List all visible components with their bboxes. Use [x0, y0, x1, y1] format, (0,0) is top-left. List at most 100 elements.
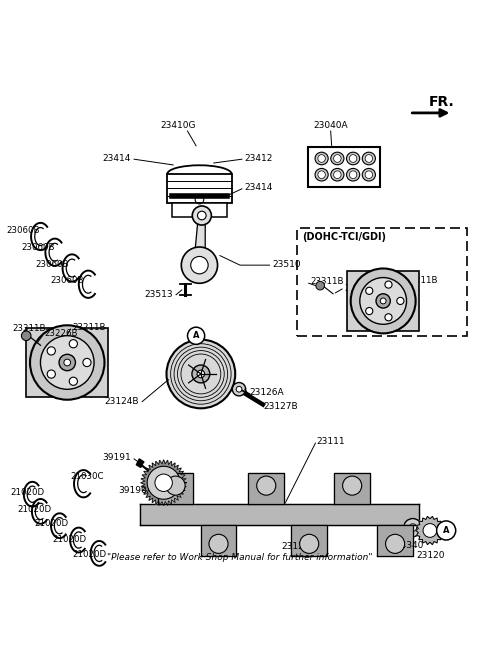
Text: FR.: FR.: [429, 95, 454, 109]
Ellipse shape: [349, 171, 357, 179]
Polygon shape: [141, 460, 187, 506]
Text: 23414: 23414: [103, 154, 131, 163]
Polygon shape: [140, 504, 419, 525]
Polygon shape: [194, 215, 205, 265]
Circle shape: [360, 277, 407, 324]
Text: 23226B: 23226B: [344, 283, 378, 293]
Polygon shape: [201, 525, 237, 556]
Text: 23060B: 23060B: [6, 226, 40, 235]
Ellipse shape: [362, 152, 375, 165]
Circle shape: [236, 387, 242, 392]
Ellipse shape: [347, 152, 360, 165]
Text: 23126A: 23126A: [250, 387, 284, 397]
Ellipse shape: [365, 171, 372, 179]
Text: 21020D: 21020D: [35, 519, 69, 528]
Text: 21030C: 21030C: [71, 471, 104, 481]
Text: 23311B: 23311B: [311, 277, 344, 286]
Ellipse shape: [315, 168, 328, 181]
Polygon shape: [291, 525, 327, 556]
Text: 24340: 24340: [395, 541, 424, 550]
Circle shape: [40, 336, 94, 389]
Circle shape: [166, 476, 185, 495]
Circle shape: [59, 354, 75, 371]
Ellipse shape: [365, 155, 372, 162]
Bar: [297, 228, 467, 336]
Circle shape: [404, 518, 422, 537]
Polygon shape: [136, 459, 144, 467]
Bar: [308, 147, 380, 187]
Circle shape: [30, 325, 105, 400]
Text: 23211B: 23211B: [405, 276, 438, 285]
Text: 23127B: 23127B: [263, 402, 298, 411]
Circle shape: [376, 294, 390, 308]
Ellipse shape: [318, 171, 325, 179]
Ellipse shape: [349, 155, 357, 162]
Text: 23060B: 23060B: [36, 260, 69, 269]
Circle shape: [232, 383, 246, 396]
Polygon shape: [157, 473, 193, 504]
Circle shape: [47, 347, 55, 355]
Circle shape: [192, 365, 210, 383]
Text: 23124B: 23124B: [104, 397, 139, 406]
Circle shape: [83, 358, 91, 367]
Circle shape: [209, 534, 228, 553]
Text: A: A: [443, 526, 449, 535]
Text: 23125: 23125: [281, 542, 310, 551]
Circle shape: [197, 370, 204, 378]
Circle shape: [181, 247, 217, 283]
Circle shape: [366, 287, 373, 295]
Ellipse shape: [315, 152, 328, 165]
Bar: [26, 328, 108, 397]
Text: 23060B: 23060B: [50, 276, 84, 285]
Text: A: A: [193, 331, 199, 340]
Circle shape: [385, 314, 392, 321]
Text: 21020D: 21020D: [72, 550, 106, 559]
Polygon shape: [248, 473, 284, 504]
Ellipse shape: [347, 168, 360, 181]
Polygon shape: [416, 516, 444, 545]
Circle shape: [155, 474, 172, 491]
Text: 23226B: 23226B: [44, 330, 78, 338]
Circle shape: [188, 327, 204, 344]
Ellipse shape: [362, 168, 375, 181]
Ellipse shape: [334, 155, 341, 162]
Text: 23412: 23412: [245, 154, 273, 163]
Circle shape: [409, 524, 417, 532]
Circle shape: [437, 521, 456, 540]
Circle shape: [47, 370, 55, 378]
Text: 23513: 23513: [144, 290, 173, 299]
Text: 21020D: 21020D: [10, 488, 44, 496]
Circle shape: [351, 269, 416, 334]
Text: 21020D: 21020D: [18, 505, 52, 514]
Circle shape: [147, 466, 180, 499]
Text: 23120: 23120: [417, 551, 445, 559]
Ellipse shape: [318, 155, 325, 162]
Circle shape: [191, 256, 208, 274]
Circle shape: [198, 211, 206, 220]
Circle shape: [343, 476, 362, 495]
Text: 23414: 23414: [245, 183, 273, 193]
Bar: [172, 203, 227, 217]
Polygon shape: [334, 473, 370, 504]
Circle shape: [22, 331, 31, 340]
Text: 23211B: 23211B: [72, 322, 106, 332]
Text: 39191: 39191: [102, 453, 131, 463]
Bar: [167, 174, 232, 203]
Text: 23060B: 23060B: [22, 244, 55, 252]
Text: 23111: 23111: [316, 437, 345, 446]
Text: 23510: 23510: [273, 260, 301, 269]
Circle shape: [423, 524, 437, 538]
Circle shape: [366, 307, 373, 314]
Circle shape: [69, 340, 77, 348]
Text: 21020D: 21020D: [52, 535, 86, 544]
Circle shape: [257, 476, 276, 495]
Text: "Please refer to Work Shop Manual for further information": "Please refer to Work Shop Manual for fu…: [107, 553, 373, 562]
Circle shape: [64, 359, 71, 366]
Circle shape: [385, 534, 405, 553]
Ellipse shape: [334, 171, 341, 179]
Bar: [348, 271, 419, 331]
Ellipse shape: [331, 152, 344, 165]
Text: 23311B: 23311B: [12, 324, 46, 332]
Circle shape: [167, 340, 235, 408]
Text: 39190A: 39190A: [118, 487, 153, 495]
